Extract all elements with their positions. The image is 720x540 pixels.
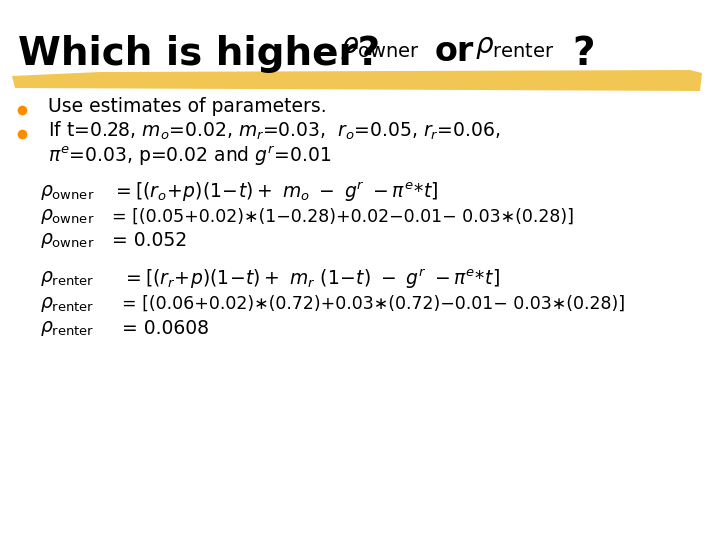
Text: $\rho_{\mathrm{owner}}$: $\rho_{\mathrm{owner}}$ <box>40 231 94 249</box>
Text: or: or <box>435 35 474 68</box>
Text: $= [(r_o\!+\!p)(1\!-\!t)+\ m_o\ -\ g^r\ -\pi^e\!*\!t]$: $= [(r_o\!+\!p)(1\!-\!t)+\ m_o\ -\ g^r\ … <box>112 180 438 204</box>
Text: = 0.0608: = 0.0608 <box>122 319 209 338</box>
Text: ?: ? <box>572 35 595 73</box>
Text: = 0.052: = 0.052 <box>112 231 187 249</box>
Text: $\rho_{\mathrm{renter}}$: $\rho_{\mathrm{renter}}$ <box>40 319 94 338</box>
Text: $\pi^e$=0.03, p=0.02 and $g^r$=0.01: $\pi^e$=0.03, p=0.02 and $g^r$=0.01 <box>48 144 331 168</box>
Text: Which is higher?: Which is higher? <box>18 35 380 73</box>
Text: = [(0.06+0.02)∗(0.72)+0.03∗(0.72)−0.01− 0.03∗(0.28)]: = [(0.06+0.02)∗(0.72)+0.03∗(0.72)−0.01− … <box>122 295 625 313</box>
Text: $= [(r_r\!+\!p)(1\!-\!t)+\ m_r\ (1\!-\!t)\ -\ g^r\ -\pi^e\!*\!t]$: $= [(r_r\!+\!p)(1\!-\!t)+\ m_r\ (1\!-\!t… <box>122 267 500 291</box>
Text: $\rho_{\mathrm{owner}}$: $\rho_{\mathrm{owner}}$ <box>340 33 420 61</box>
Text: = [(0.05+0.02)∗(1−0.28)+0.02−0.01− 0.03∗(0.28)]: = [(0.05+0.02)∗(1−0.28)+0.02−0.01− 0.03∗… <box>112 208 574 226</box>
Text: $\rho_{\mathrm{renter}}$: $\rho_{\mathrm{renter}}$ <box>475 33 554 61</box>
Text: $\rho_{\mathrm{renter}}$: $\rho_{\mathrm{renter}}$ <box>40 294 94 314</box>
Text: $\rho_{\mathrm{owner}}$: $\rho_{\mathrm{owner}}$ <box>40 183 94 201</box>
Text: If t=0.28, $m_o$=0.02, $m_r$=0.03,  $r_o$=0.05, $r_r$=0.06,: If t=0.28, $m_o$=0.02, $m_r$=0.03, $r_o$… <box>48 120 500 142</box>
Text: Use estimates of parameters.: Use estimates of parameters. <box>48 98 327 117</box>
Text: $\rho_{\mathrm{owner}}$: $\rho_{\mathrm{owner}}$ <box>40 207 94 226</box>
Text: $\rho_{\mathrm{renter}}$: $\rho_{\mathrm{renter}}$ <box>40 269 94 288</box>
Polygon shape <box>12 70 702 91</box>
